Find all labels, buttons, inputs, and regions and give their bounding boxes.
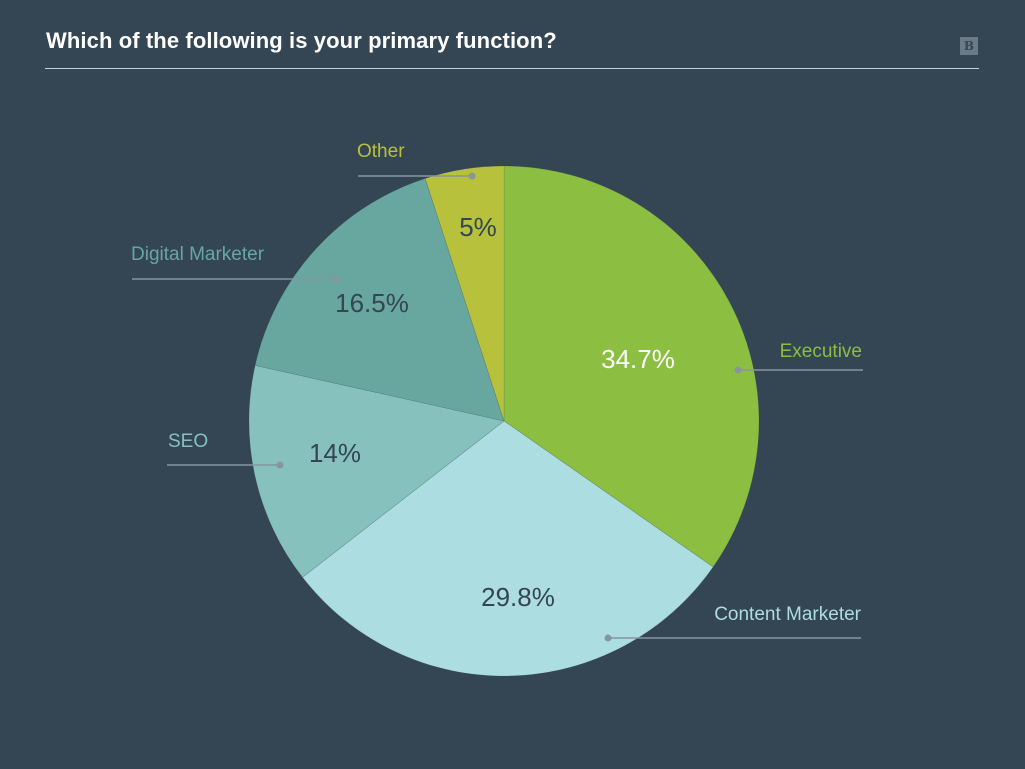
pie-value-label: 34.7% (601, 344, 675, 374)
callout-dot (276, 461, 284, 469)
callout-dot (332, 275, 340, 283)
callout-dot (604, 634, 612, 642)
pie-category-label: Digital Marketer (131, 244, 265, 265)
pie-value-label: 29.8% (481, 582, 555, 612)
callout-dot (734, 366, 742, 374)
pie-value-label: 5% (459, 212, 497, 242)
title-divider (45, 68, 979, 69)
brand-logo-icon: B (960, 37, 978, 55)
pie-slices (248, 165, 760, 677)
chart-title: Which of the following is your primary f… (46, 28, 557, 53)
pie-slice-other (424, 165, 505, 422)
pie-callouts: Executive Content Marketer SEO Digital Mark… (131, 141, 863, 642)
pie-category-label: Executive (780, 341, 862, 362)
pie-category-label: Content Marketer (714, 604, 861, 625)
pie-value-label: 16.5% (335, 288, 409, 318)
pie-slice-content-marketer (302, 420, 714, 677)
callout-dot (468, 172, 476, 180)
pie-value-label: 14% (309, 438, 361, 468)
pie-slice-seo (248, 365, 505, 578)
pie-value-labels: 34.7% 29.8% 14% 16.5% 5% (309, 212, 675, 612)
pie-slice-digital-marketer (254, 178, 505, 422)
pie-category-label: Other (357, 141, 405, 162)
pie-category-label: SEO (168, 431, 208, 452)
pie-slice-executive (503, 165, 760, 568)
